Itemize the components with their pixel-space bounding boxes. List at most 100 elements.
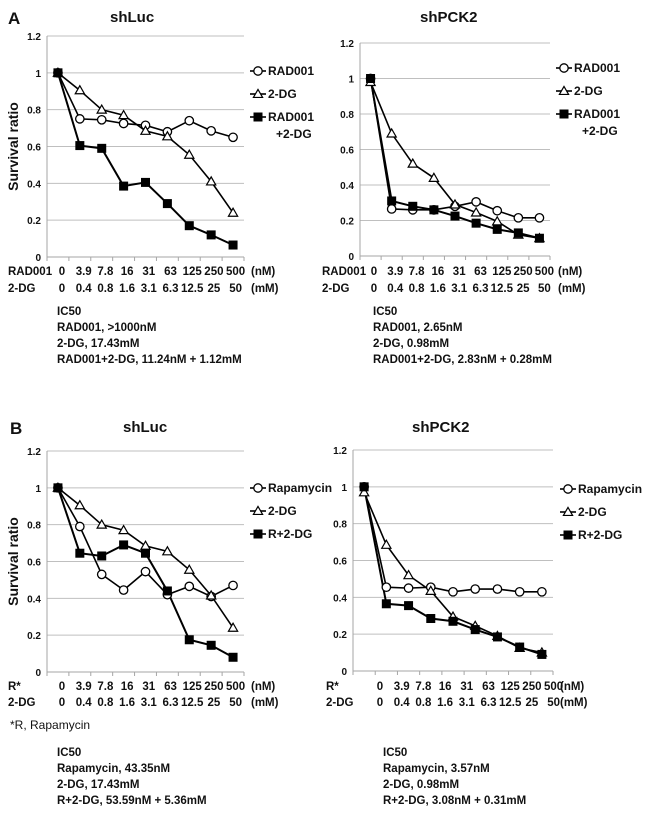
data-point (141, 548, 150, 558)
x-tick-label: 250 (204, 681, 223, 693)
x-row-label: R* (8, 681, 21, 693)
chart-title: shPCK2 (412, 419, 470, 436)
data-point (53, 483, 63, 493)
x-tick-label: 500 (544, 681, 563, 693)
x-tick-label: 7.8 (415, 681, 432, 693)
data-point (408, 201, 418, 211)
data-point (184, 221, 194, 231)
ic50-value: R+2-DG, 3.08nM + 0.31mM (383, 795, 526, 807)
ic50-heading: IC50 (57, 306, 81, 318)
x-tick-label: 500 (535, 266, 554, 278)
y-tick-label: 0 (341, 667, 347, 678)
legend-marker-icon (252, 505, 264, 516)
data-point (366, 74, 376, 83)
ic50-value: R+2-DG, 53.59nM + 5.36mM (57, 795, 207, 807)
data-point (161, 545, 174, 556)
legend-label: RAD001 (574, 61, 620, 75)
data-point (470, 625, 480, 635)
x-tick-label: 3.9 (76, 266, 92, 278)
legend-label: +2-DG (582, 124, 618, 138)
y-tick-label: 0.6 (27, 143, 41, 154)
legend-label: 2-DG (574, 84, 603, 98)
legend-item: 2-DG (560, 505, 607, 519)
legend-label: Rapamycin (268, 481, 332, 495)
data-point (380, 539, 392, 549)
legend-marker-icon (253, 529, 263, 539)
series-line-2 (56, 72, 234, 246)
data-point (205, 589, 217, 600)
legend-marker-icon (558, 85, 570, 96)
y-tick-label: 1 (35, 69, 41, 80)
y-tick-label: 0 (35, 253, 41, 264)
x-tick-label: 125 (183, 681, 203, 693)
legend-item: RAD001 (556, 61, 620, 75)
data-point (162, 586, 172, 596)
x-row-label: 2-DG (322, 283, 350, 295)
ic50-heading: IC50 (373, 306, 397, 318)
data-point (425, 585, 437, 595)
data-point (449, 198, 461, 209)
series-line-0 (363, 486, 542, 593)
x-unit-label: (nM) (251, 681, 275, 693)
legend-label: RAD001 (268, 110, 314, 124)
legend-label: RAD001 (574, 107, 620, 121)
y-tick-label: 0.8 (27, 521, 41, 532)
y-tick-label: 0.8 (27, 106, 41, 117)
x-row-label: 2-DG (8, 283, 36, 295)
data-point (228, 240, 238, 250)
data-point (387, 196, 397, 206)
x-tick-label: 0 (59, 697, 65, 709)
x-tick-label: 0 (59, 283, 65, 295)
x-row-label: 2-DG (8, 697, 36, 709)
x-tick-label: 0 (59, 266, 65, 278)
x-tick-label: 31 (142, 266, 155, 278)
data-point (386, 127, 398, 138)
data-point (228, 652, 238, 662)
y-tick-label: 1.2 (27, 32, 41, 43)
panel-label-a: A (8, 9, 20, 28)
x-tick-label: 12.5 (491, 283, 514, 295)
data-point (74, 84, 86, 95)
legend-marker-icon (563, 484, 573, 494)
x-tick-label: 0 (59, 681, 65, 693)
data-point (206, 230, 216, 240)
data-point (386, 204, 397, 214)
x-tick-label: 125 (492, 266, 512, 278)
x-tick-label: 16 (121, 266, 134, 278)
y-tick-label: 0.8 (333, 520, 347, 531)
x-tick-label: 3.9 (394, 681, 410, 693)
data-point (205, 175, 217, 186)
data-point (404, 601, 414, 611)
data-point (74, 114, 85, 124)
x-tick-label: 250 (522, 681, 541, 693)
y-tick-label: 1.2 (333, 446, 347, 457)
x-tick-label: 31 (453, 266, 466, 278)
legend-item: R+2-DG (560, 528, 622, 542)
x-tick-label: 0 (377, 697, 383, 709)
chart-title: shPCK2 (420, 9, 478, 26)
x-tick-label: 50 (229, 697, 242, 709)
x-unit-label: (mM) (558, 283, 586, 295)
x-tick-label: 7.8 (97, 266, 114, 278)
data-point (162, 199, 172, 209)
y-tick-label: 0 (348, 252, 354, 263)
data-point (534, 212, 545, 223)
data-point (492, 632, 502, 642)
x-tick-label: 25 (208, 283, 221, 295)
x-tick-label: 0 (371, 283, 377, 295)
y-tick-label: 0.6 (27, 558, 41, 569)
data-point (492, 205, 503, 216)
data-point (184, 581, 195, 592)
legend-label: 2-DG (268, 504, 297, 518)
y-tick-label: 0.4 (340, 181, 354, 192)
data-point (514, 586, 525, 597)
data-point (448, 616, 458, 626)
x-tick-label: 3.1 (141, 283, 158, 295)
x-tick-label: 63 (164, 681, 177, 693)
data-point (470, 206, 482, 217)
x-unit-label: (mM) (251, 283, 279, 295)
chart-a-right: shPCK200.20.40.60.811.2RAD0012-DGRAD001+… (322, 9, 620, 366)
data-point (513, 212, 524, 223)
data-point (119, 181, 129, 191)
data-point (118, 585, 129, 595)
